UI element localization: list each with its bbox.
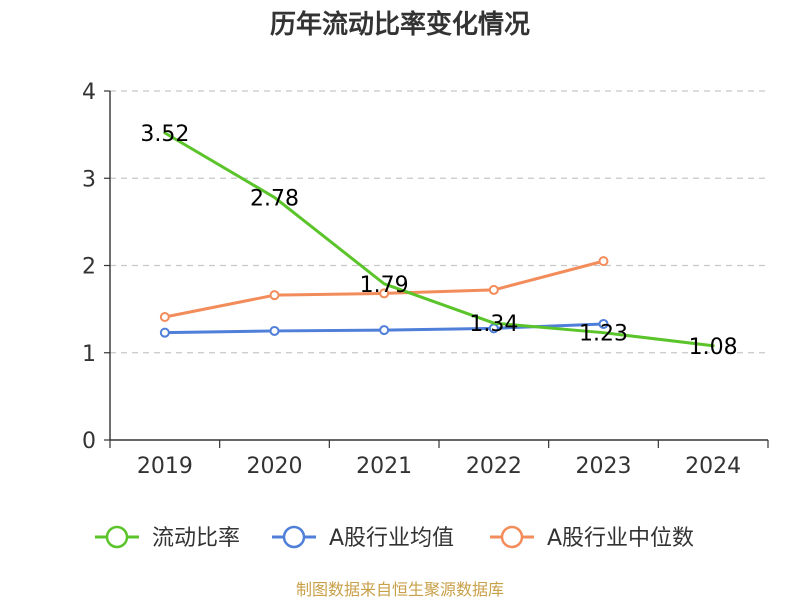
data-label-1: 2.78 — [250, 186, 299, 211]
x-tick-label-2022: 2022 — [466, 454, 522, 479]
data-point-2-1[interactable] — [269, 290, 280, 301]
x-tick-label-2023: 2023 — [576, 454, 632, 479]
x-tick-label-2021: 2021 — [356, 454, 412, 479]
series-lines — [159, 131, 715, 348]
data-point-1-0[interactable] — [159, 327, 170, 338]
data-label-3: 1.34 — [469, 312, 518, 337]
data-point-2-2[interactable] — [379, 288, 390, 299]
data-point-1-4[interactable] — [598, 318, 609, 329]
legend-marker-1 — [282, 525, 306, 549]
legend-marker-0 — [105, 525, 129, 549]
legend-label-0: 流动比率 — [152, 526, 240, 551]
data-label-5: 1.08 — [689, 335, 738, 360]
source-note: 制图数据来自恒生聚源数据库 — [296, 580, 504, 599]
legend-label-2: A股行业中位数 — [547, 526, 694, 551]
data-point-2-3[interactable] — [488, 284, 499, 295]
y-tick-label-1: 1 — [82, 342, 96, 367]
chart-title: 历年流动比率变化情况 — [270, 9, 530, 40]
legend[interactable]: 流动比率 A股行业均值 A股行业中位数 — [95, 525, 694, 551]
y-tick-label-4: 4 — [82, 80, 96, 105]
data-point-2-4[interactable] — [598, 256, 609, 267]
x-tick-label-2019: 2019 — [137, 454, 193, 479]
y-tick-label-3: 3 — [82, 167, 96, 192]
data-point-2-0[interactable] — [159, 311, 170, 322]
grid-lines — [110, 90, 768, 354]
axes: 0 1 2 3 4 2019 2020 2021 2022 2023 2024 — [82, 80, 769, 479]
legend-label-1: A股行业均值 — [329, 526, 454, 551]
data-label-2: 1.79 — [360, 273, 409, 298]
series-line-0 — [163, 131, 715, 348]
y-tick-label-2: 2 — [82, 255, 96, 280]
x-tick-label-2020: 2020 — [247, 454, 303, 479]
data-label-0: 3.52 — [140, 122, 189, 147]
legend-item-2[interactable]: A股行业中位数 — [490, 525, 694, 551]
legend-item-1[interactable]: A股行业均值 — [272, 525, 454, 551]
data-label-4: 1.23 — [579, 322, 628, 347]
legend-item-0[interactable]: 流动比率 — [95, 525, 240, 551]
data-point-1-2[interactable] — [379, 325, 390, 336]
x-tick-label-2024: 2024 — [685, 454, 741, 479]
legend-marker-2 — [500, 525, 524, 549]
y-tick-label-0: 0 — [82, 429, 96, 454]
data-point-1-1[interactable] — [269, 325, 280, 336]
data-labels: 3.52 2.78 1.79 1.34 1.23 1.08 — [140, 122, 737, 360]
